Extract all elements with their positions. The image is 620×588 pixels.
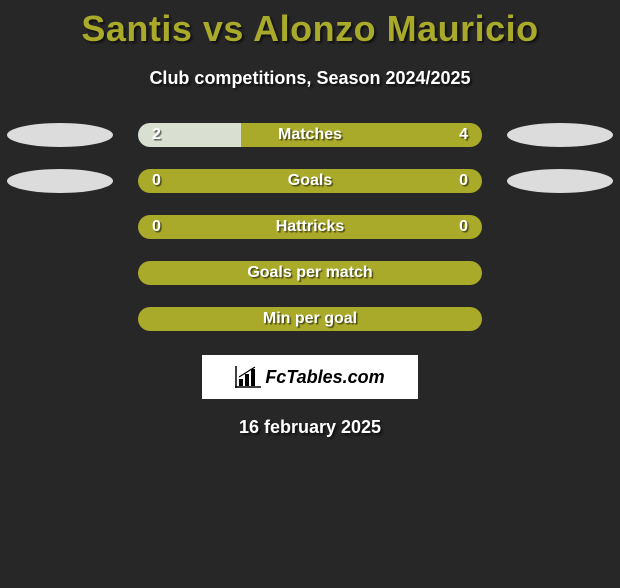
stat-bar: 00Goals <box>138 169 482 193</box>
player-badge-left <box>7 169 113 193</box>
logo-text: FcTables.com <box>265 367 384 388</box>
page-title: Santis vs Alonzo Mauricio <box>0 8 620 50</box>
stat-value-left: 2 <box>138 123 175 147</box>
comparison-row: Min per goal <box>0 307 620 331</box>
barchart-icon <box>235 366 261 388</box>
stat-value-right: 0 <box>445 169 482 193</box>
bar-half-right <box>138 169 482 193</box>
stat-value-left <box>138 261 166 285</box>
comparison-row: 00Goals <box>0 169 620 193</box>
stat-value-left: 0 <box>138 169 175 193</box>
stat-value-right <box>454 307 482 331</box>
player-badge-left <box>7 123 113 147</box>
subtitle: Club competitions, Season 2024/2025 <box>0 68 620 89</box>
bar-half-right <box>138 215 482 239</box>
stat-bar: Min per goal <box>138 307 482 331</box>
comparison-row: 00Hattricks <box>0 215 620 239</box>
bar-half-right <box>138 261 482 285</box>
bar-half-right <box>138 307 482 331</box>
stat-bar: 00Hattricks <box>138 215 482 239</box>
stat-bar: Goals per match <box>138 261 482 285</box>
stat-value-right: 0 <box>445 215 482 239</box>
stat-bar: 24Matches <box>138 123 482 147</box>
comparison-row: 24Matches <box>0 123 620 147</box>
logo-box: FcTables.com <box>202 355 418 399</box>
comparison-row: Goals per match <box>0 261 620 285</box>
stat-value-left: 0 <box>138 215 175 239</box>
comparison-bars: 24Matches00Goals00HattricksGoals per mat… <box>0 123 620 331</box>
stat-value-left <box>138 307 166 331</box>
player-badge-right <box>507 123 613 147</box>
player-badge-right <box>507 169 613 193</box>
date-label: 16 february 2025 <box>0 417 620 438</box>
stat-value-right <box>454 261 482 285</box>
stat-value-right: 4 <box>445 123 482 147</box>
